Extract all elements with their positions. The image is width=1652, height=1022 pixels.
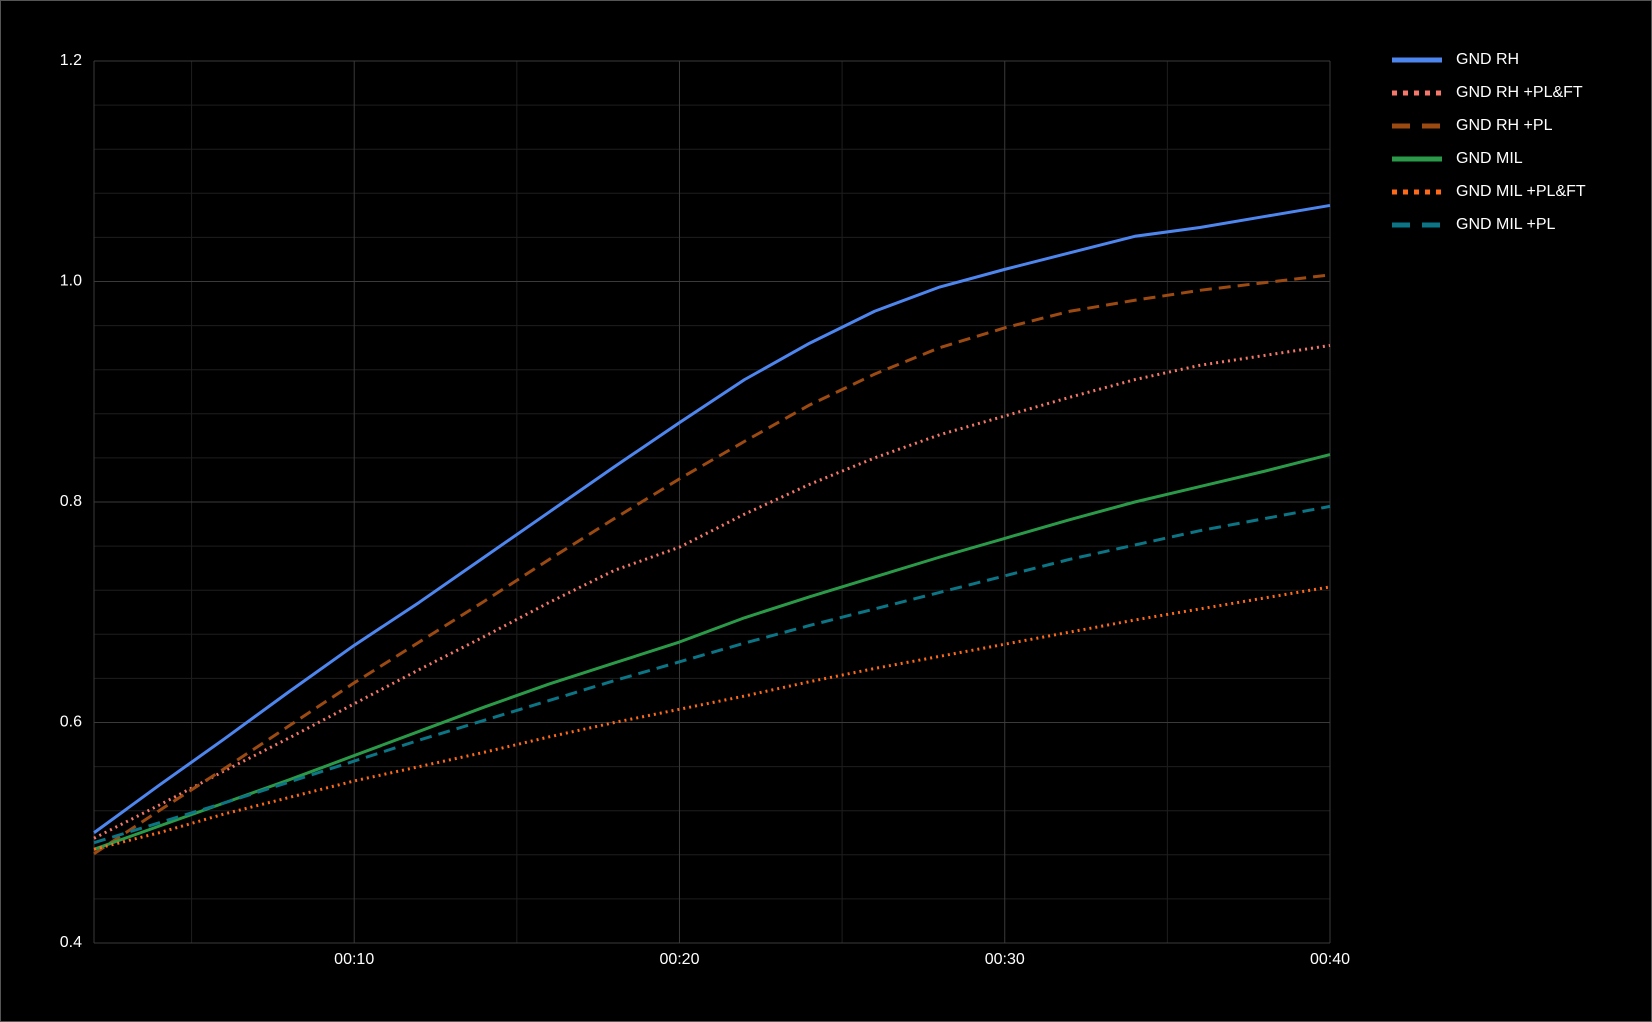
y-tick-label: 0.6: [60, 714, 82, 731]
series-line: [93, 453, 1331, 851]
legend-label: GND RH: [1456, 51, 1519, 68]
x-tick-label: 00:30: [985, 951, 1025, 968]
y-tick-label: 1.0: [60, 273, 82, 290]
y-tick-label: 0.4: [60, 934, 82, 951]
x-tick-label: 00:40: [1310, 951, 1350, 968]
x-tick-label: 00:10: [334, 951, 374, 968]
series-line: [93, 273, 1331, 855]
x-tick-label: 00:20: [659, 951, 699, 968]
legend-label: GND MIL +PL&FT: [1456, 183, 1586, 200]
series-line: [93, 343, 1331, 840]
series-line: [93, 203, 1331, 834]
y-tick-label: 0.8: [60, 493, 82, 510]
series-line: [93, 504, 1331, 845]
legend-label: GND RH +PL&FT: [1456, 84, 1583, 101]
legend-label: GND MIL: [1456, 150, 1523, 167]
legend-label: GND RH +PL: [1456, 117, 1553, 134]
y-tick-label: 1.2: [60, 52, 82, 69]
legend-label: GND MIL +PL: [1456, 216, 1556, 233]
